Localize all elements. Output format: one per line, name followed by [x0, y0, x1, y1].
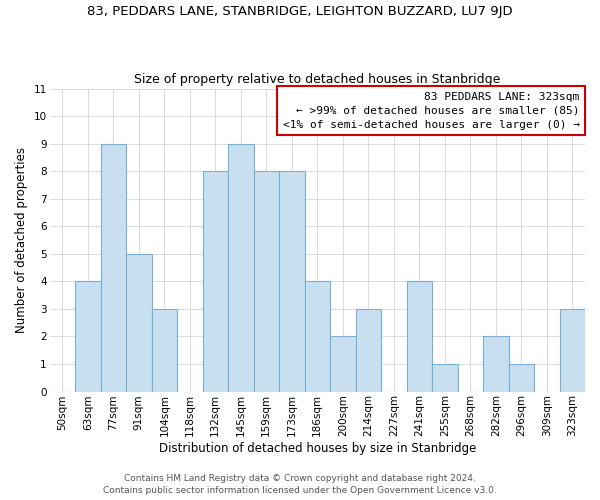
Bar — [228, 144, 254, 392]
Text: Contains HM Land Registry data © Crown copyright and database right 2024.
Contai: Contains HM Land Registry data © Crown c… — [103, 474, 497, 495]
Bar — [101, 144, 126, 392]
Bar — [560, 309, 585, 392]
Bar — [126, 254, 152, 392]
X-axis label: Distribution of detached houses by size in Stanbridge: Distribution of detached houses by size … — [158, 442, 476, 455]
Bar — [254, 171, 279, 392]
Bar — [75, 282, 101, 392]
Bar — [432, 364, 458, 392]
Bar — [203, 171, 228, 392]
Bar — [279, 171, 305, 392]
Bar — [356, 309, 381, 392]
Text: 83, PEDDARS LANE, STANBRIDGE, LEIGHTON BUZZARD, LU7 9JD: 83, PEDDARS LANE, STANBRIDGE, LEIGHTON B… — [87, 5, 513, 18]
Bar — [330, 336, 356, 392]
Bar — [509, 364, 534, 392]
Bar — [483, 336, 509, 392]
Title: Size of property relative to detached houses in Stanbridge: Size of property relative to detached ho… — [134, 73, 500, 86]
Bar — [152, 309, 177, 392]
Y-axis label: Number of detached properties: Number of detached properties — [15, 147, 28, 333]
Bar — [305, 282, 330, 392]
Bar — [407, 282, 432, 392]
Text: 83 PEDDARS LANE: 323sqm
← >99% of detached houses are smaller (85)
<1% of semi-d: 83 PEDDARS LANE: 323sqm ← >99% of detach… — [283, 92, 580, 130]
